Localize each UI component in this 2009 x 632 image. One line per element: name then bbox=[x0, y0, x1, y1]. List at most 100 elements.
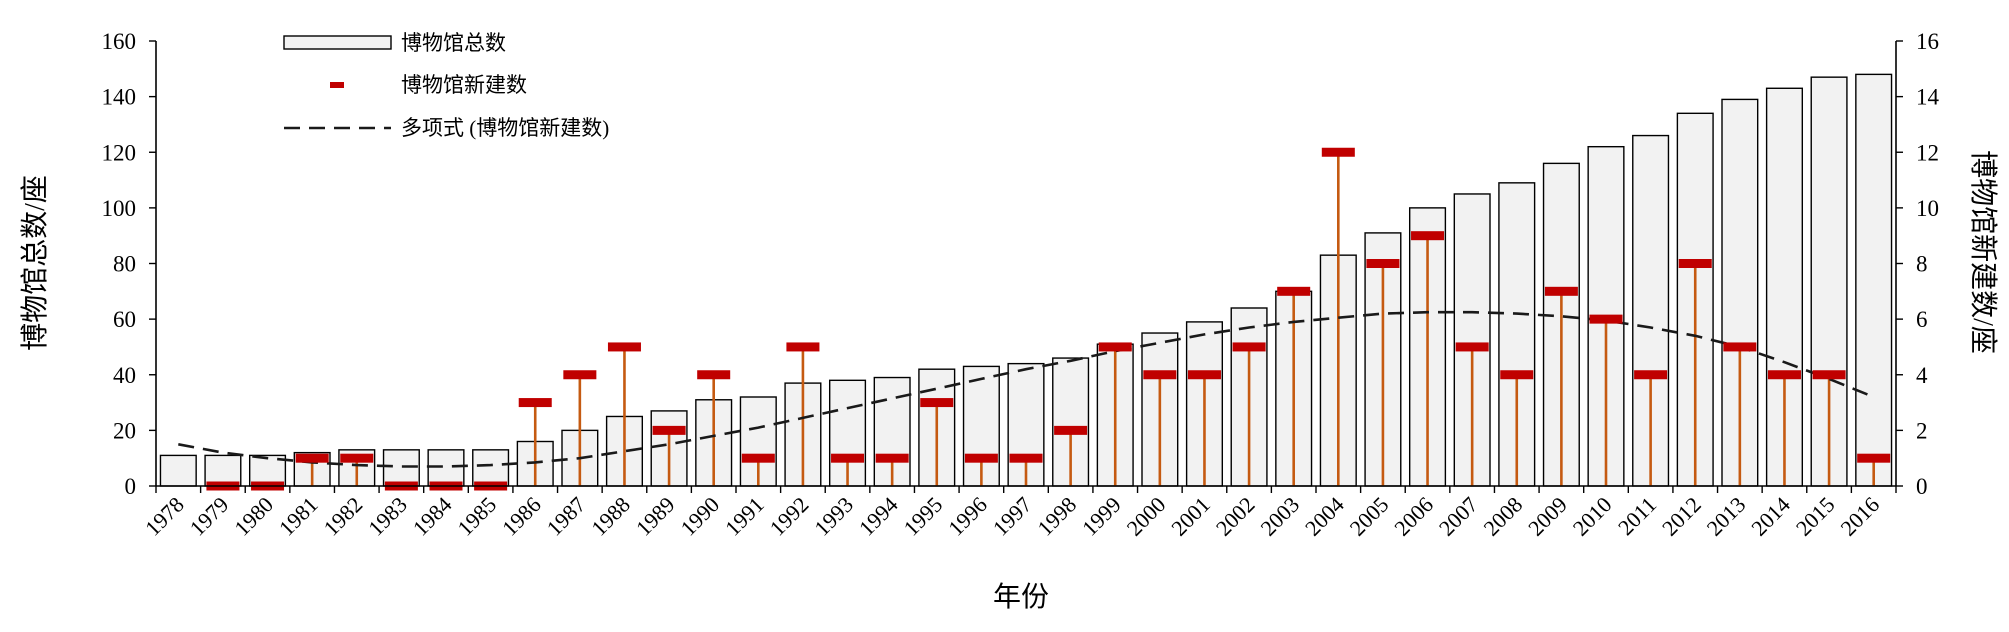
x-tick-label-2013: 2013 bbox=[1702, 492, 1751, 541]
legend-swatch-marker bbox=[330, 82, 344, 88]
y2-tick-label-4: 4 bbox=[1916, 363, 1928, 388]
y-tick-label-60: 60 bbox=[113, 307, 136, 332]
x-tick-label-2004: 2004 bbox=[1300, 492, 1349, 541]
marker-new-2000 bbox=[1143, 370, 1177, 380]
bar-total-1985 bbox=[472, 449, 510, 487]
marker-new-2016 bbox=[1857, 453, 1891, 463]
x-tick-label-1989: 1989 bbox=[631, 492, 680, 541]
marker-new-2008 bbox=[1500, 370, 1534, 380]
y2-tick-label-10: 10 bbox=[1916, 196, 1939, 221]
marker-new-1988 bbox=[607, 342, 641, 352]
x-tick-label-1985: 1985 bbox=[452, 492, 501, 541]
marker-new-2007 bbox=[1455, 342, 1489, 352]
marker-new-1992 bbox=[786, 342, 820, 352]
x-tick-label-1990: 1990 bbox=[675, 492, 724, 541]
tick-marks bbox=[149, 40, 1903, 493]
marker-new-1987 bbox=[563, 370, 597, 380]
year-tick-labels: 1978197919801981198219831984198519861987… bbox=[140, 492, 1884, 541]
marker-new-2002 bbox=[1232, 342, 1266, 352]
marker-new-1986 bbox=[518, 398, 552, 408]
bar-total-2016 bbox=[1855, 73, 1893, 487]
marker-new-1991 bbox=[741, 453, 775, 463]
y2-tick-label-0: 0 bbox=[1916, 474, 1928, 499]
x-tick-label-1979: 1979 bbox=[185, 492, 234, 541]
dropline-series-new bbox=[310, 152, 1875, 486]
marker-new-2006 bbox=[1411, 231, 1445, 241]
x-tick-label-2001: 2001 bbox=[1166, 492, 1215, 541]
right-axis-title: 博物馆新建数/座 bbox=[1967, 150, 1999, 354]
marker-new-2015 bbox=[1812, 370, 1846, 380]
y-tick-label-20: 20 bbox=[113, 418, 136, 443]
marker-new-2014 bbox=[1767, 370, 1801, 380]
x-axis-title: 年份 bbox=[993, 581, 1049, 613]
x-tick-label-1981: 1981 bbox=[274, 492, 323, 541]
marker-new-1999 bbox=[1098, 342, 1132, 352]
y2-tick-label-2: 2 bbox=[1916, 418, 1928, 443]
x-tick-label-2005: 2005 bbox=[1345, 492, 1394, 541]
marker-new-1995 bbox=[920, 398, 954, 408]
marker-new-1997 bbox=[1009, 453, 1043, 463]
y2-tick-label-16: 16 bbox=[1916, 29, 1939, 54]
legend-item-new: 博物馆新建数 bbox=[330, 73, 527, 97]
x-tick-label-1999: 1999 bbox=[1077, 492, 1126, 541]
marker-new-2005 bbox=[1366, 259, 1400, 268]
x-tick-label-2016: 2016 bbox=[1835, 492, 1884, 541]
y2-tick-label-12: 12 bbox=[1916, 140, 1939, 165]
left-tick-labels: 0 20 40 60 80 100 120 140 160 bbox=[102, 29, 137, 499]
x-tick-label-2003: 2003 bbox=[1255, 492, 1304, 541]
x-tick-label-1991: 1991 bbox=[720, 492, 769, 541]
y-tick-label-120: 120 bbox=[102, 140, 137, 165]
right-tick-labels: 0 2 4 6 8 10 12 14 16 bbox=[1916, 29, 1940, 499]
y-tick-label-80: 80 bbox=[113, 252, 136, 277]
x-tick-label-1993: 1993 bbox=[809, 492, 858, 541]
x-tick-label-2000: 2000 bbox=[1122, 492, 1171, 541]
y-tick-label-100: 100 bbox=[102, 196, 137, 221]
x-tick-label-1978: 1978 bbox=[140, 492, 189, 541]
x-tick-label-1986: 1986 bbox=[497, 492, 546, 541]
y-tick-label-140: 140 bbox=[102, 85, 137, 110]
x-tick-label-1995: 1995 bbox=[899, 492, 948, 541]
x-tick-label-1980: 1980 bbox=[229, 492, 278, 541]
bar-total-1983 bbox=[382, 449, 420, 487]
legend-label-total: 博物馆总数 bbox=[401, 31, 506, 55]
x-tick-label-2010: 2010 bbox=[1568, 492, 1617, 541]
x-tick-label-1997: 1997 bbox=[988, 492, 1037, 541]
bar-total-1984 bbox=[427, 449, 465, 487]
marker-new-1982 bbox=[340, 453, 374, 463]
x-tick-label-1987: 1987 bbox=[542, 492, 591, 541]
marker-new-2003 bbox=[1277, 286, 1311, 296]
marker-new-1990 bbox=[697, 370, 731, 380]
marker-new-1989 bbox=[652, 425, 686, 435]
x-tick-label-1984: 1984 bbox=[408, 492, 457, 541]
marker-new-2009 bbox=[1544, 286, 1578, 296]
y-tick-label-0: 0 bbox=[125, 474, 137, 499]
x-tick-label-2015: 2015 bbox=[1791, 492, 1840, 541]
x-tick-label-1992: 1992 bbox=[765, 492, 814, 541]
legend: 博物馆总数 博物馆新建数 多项式 (博物馆新建数) bbox=[283, 31, 609, 140]
x-tick-label-2011: 2011 bbox=[1613, 492, 1661, 540]
y-tick-label-160: 160 bbox=[102, 29, 137, 54]
x-tick-label-2007: 2007 bbox=[1434, 492, 1483, 541]
marker-new-2011 bbox=[1634, 370, 1668, 380]
marker-new-2012 bbox=[1678, 259, 1712, 268]
legend-item-total: 博物馆总数 bbox=[283, 31, 506, 55]
legend-item-trend: 多项式 (博物馆新建数) bbox=[284, 116, 609, 140]
x-tick-label-1982: 1982 bbox=[319, 492, 368, 541]
legend-label-new: 博物馆新建数 bbox=[401, 73, 527, 97]
y2-tick-label-6: 6 bbox=[1916, 307, 1928, 332]
left-axis-title: 博物馆总数/座 bbox=[19, 175, 51, 351]
marker-new-1994 bbox=[875, 453, 909, 463]
legend-label-trend: 多项式 (博物馆新建数) bbox=[401, 116, 609, 140]
y2-tick-label-8: 8 bbox=[1916, 252, 1928, 277]
marker-new-1993 bbox=[831, 453, 865, 463]
marker-new-2004 bbox=[1321, 147, 1355, 157]
y2-tick-label-14: 14 bbox=[1916, 85, 1940, 110]
x-tick-label-1988: 1988 bbox=[586, 492, 635, 541]
marker-new-1996 bbox=[964, 453, 998, 463]
bar-total-1978 bbox=[159, 454, 197, 487]
y-tick-label-40: 40 bbox=[113, 363, 136, 388]
marker-new-1998 bbox=[1054, 425, 1088, 435]
x-tick-label-2014: 2014 bbox=[1746, 492, 1795, 541]
